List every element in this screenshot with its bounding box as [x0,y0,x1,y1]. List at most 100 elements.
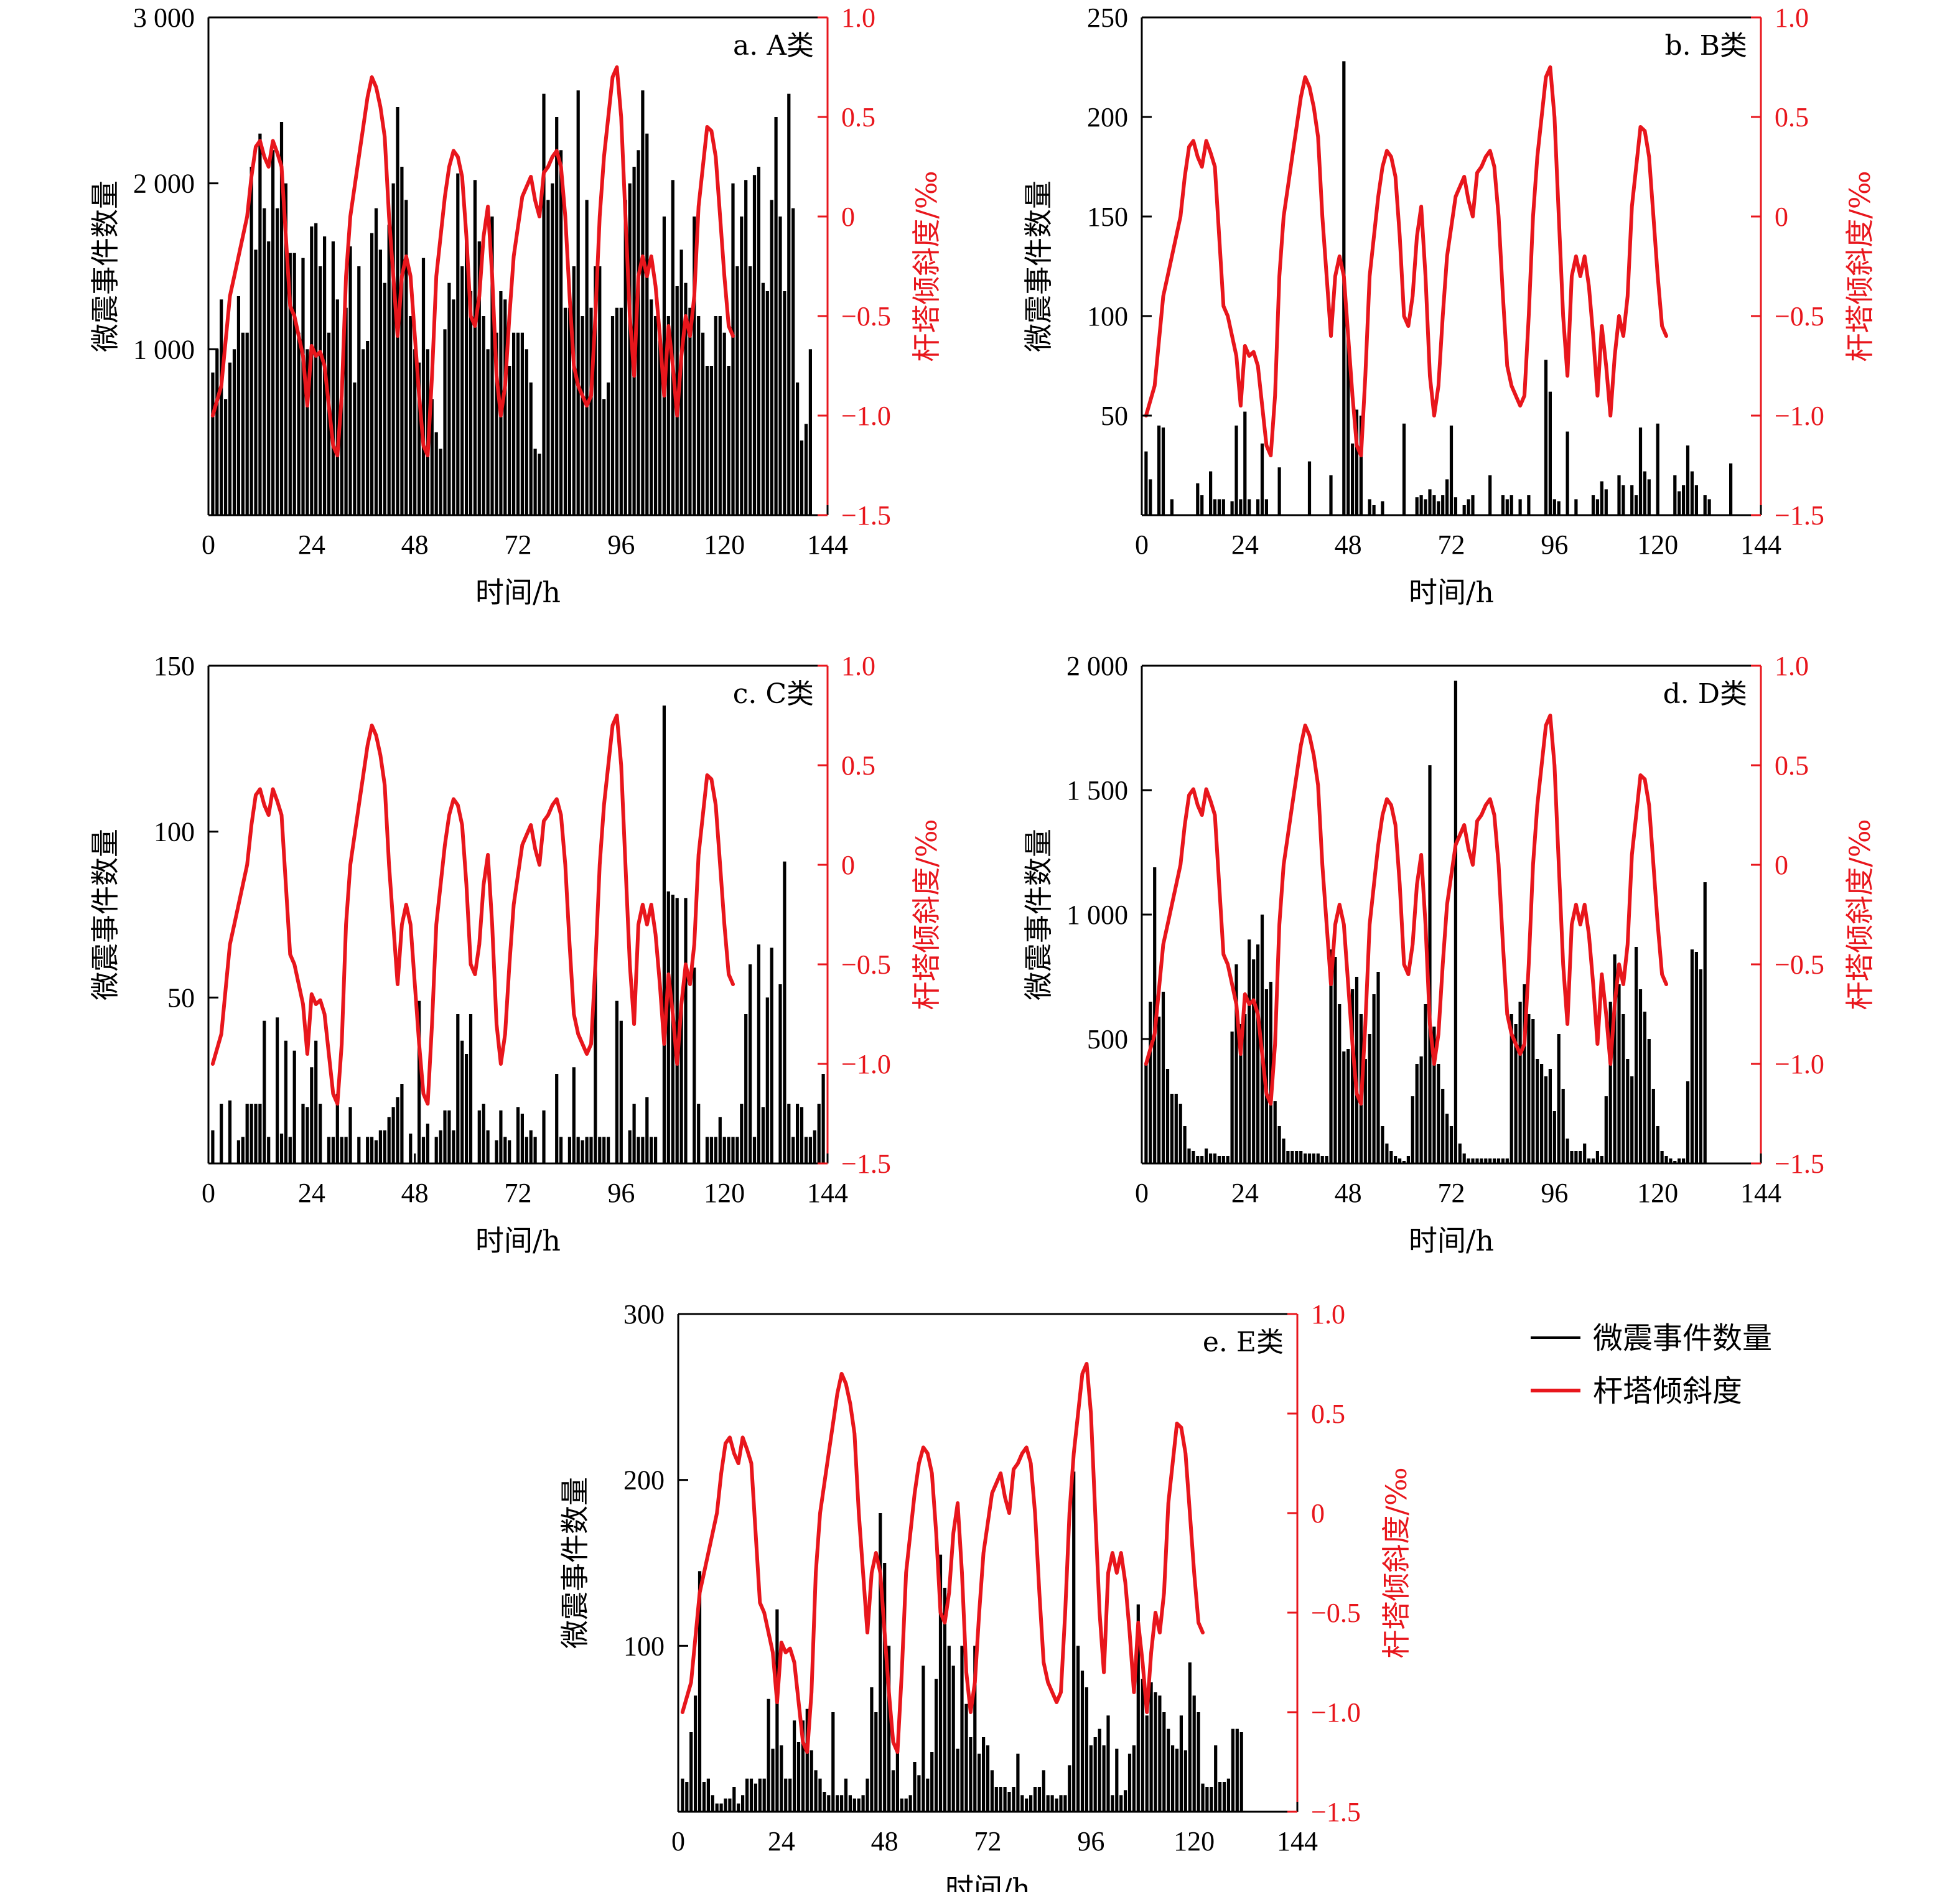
bar [327,1137,331,1163]
x-tick-label: 48 [401,1178,429,1208]
bar [804,424,808,515]
bar [1570,1151,1574,1163]
bar [715,1803,719,1812]
bar [709,366,713,515]
y2-tick-label: −1.5 [1775,1149,1824,1179]
bar [400,1084,404,1163]
bar [641,1137,645,1163]
bar [430,399,434,515]
bar [1359,416,1363,515]
bar [1161,992,1165,1163]
bar [460,1040,464,1163]
chart-panel-5: 0 24 48 72 96 120 144 100 200 300 1.0 0.5 0 −0.5 −1.0 −… [558,1299,1413,1892]
bar [1025,1798,1029,1812]
tilt-line [210,714,735,1106]
y-tick-label: 100 [1087,301,1128,332]
bar [292,253,296,515]
x-tick-label: 0 [1135,1178,1149,1208]
bar [1136,1604,1140,1812]
bar [1462,1153,1466,1163]
bar [1106,1715,1110,1812]
bar [787,93,791,515]
bar [1449,426,1454,515]
y2-tick-label: −1.0 [1775,1049,1824,1079]
bar [1496,1158,1501,1163]
bar [793,1720,796,1812]
bar [628,183,632,515]
bar [589,1137,593,1163]
bar [947,1646,951,1812]
bar [1286,1151,1290,1163]
bar [555,1074,559,1163]
x-tick-label: 72 [505,529,532,560]
bar [1699,969,1702,1163]
bar [1432,1027,1436,1163]
y2-tick-label: −0.5 [1311,1598,1361,1628]
bar [1234,426,1238,515]
bar [735,1137,739,1163]
bar [702,1782,706,1812]
bar [800,440,804,515]
y-axis-label: 微震事件数量 [88,829,122,1000]
chart-panel-1: 0 24 48 72 96 120 144 1 000 2 000 3 000 1.0 0.5 0 −0.… [88,2,943,609]
bar [731,183,735,515]
x-tick-label: 24 [768,1826,795,1857]
bar [784,1778,788,1812]
bar [250,167,253,515]
tilt-line [1144,714,1668,1106]
bar [1604,1096,1608,1163]
y2-tick-label: −0.5 [1775,949,1824,980]
x-tick-label: 24 [1231,1178,1259,1208]
bar [348,1107,352,1163]
x-tick-label: 48 [1335,529,1362,560]
x-tick-label: 24 [298,529,325,560]
bar [1703,495,1707,515]
bar [331,1137,335,1163]
bar [383,282,386,515]
bar [538,454,541,515]
bar [366,341,370,515]
bar [1527,1014,1531,1163]
bar [1149,1002,1152,1163]
bar [1673,1161,1677,1163]
bar [447,1110,451,1163]
bar [978,1753,981,1812]
bar [1307,1153,1312,1163]
bar [727,366,730,515]
bar [1505,499,1509,515]
bar [770,948,773,1163]
bar [314,223,318,515]
bar [994,1787,998,1812]
bar [1604,489,1608,515]
x-tick-label: 0 [202,529,215,560]
chart-panel-3: 0 24 48 72 96 120 144 50 100 150 1.0 0.5 0 −0.5 −1.0 −1… [88,651,943,1257]
bar [245,332,249,515]
bar [658,341,662,515]
y-axis-label: 微震事件数量 [1022,829,1055,1000]
bar [1566,1139,1569,1163]
bar [306,349,309,515]
bar [1566,431,1569,515]
bar [684,282,688,515]
bar [1248,499,1251,515]
y2-tick-label: 0.5 [1775,750,1809,781]
bar [301,1104,305,1163]
bar [1415,1064,1419,1163]
bar [1368,1034,1371,1163]
bar [555,117,559,515]
bar [693,217,696,515]
bar [767,1699,770,1812]
y2-tick-label: 1.0 [1775,651,1809,681]
bar [1149,479,1152,515]
bar [426,1124,429,1163]
x-tick-label: 144 [1740,1178,1781,1208]
bar [1617,984,1621,1163]
bar [701,332,705,515]
bar [619,1020,623,1163]
bar [224,399,228,515]
bar [999,1787,1002,1812]
bar [727,1137,730,1163]
bar [887,1646,891,1812]
bar [1462,505,1466,515]
x-tick-label: 96 [607,1178,635,1208]
